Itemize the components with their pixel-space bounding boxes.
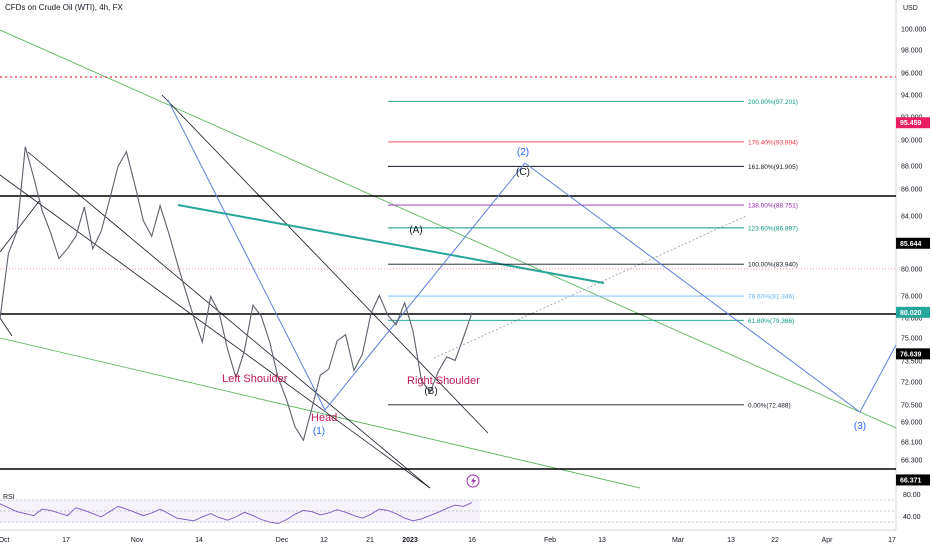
trend-line — [0, 199, 41, 253]
currency-label: USD — [903, 5, 918, 12]
pattern-label: Left Shoulder — [222, 373, 288, 385]
x-tick-label: 22 — [771, 537, 779, 544]
price-tag-label: 85.644 — [900, 241, 922, 248]
wave-label: (3) — [854, 421, 866, 432]
price-tag-bg — [896, 474, 930, 486]
fib-level-label: 123.60%(86.897) — [748, 225, 798, 232]
y-tick-label: 96.000 — [901, 71, 923, 78]
x-tick-label: 13 — [598, 537, 606, 544]
fib-level-label: 161.80%(91.905) — [748, 164, 798, 171]
rsi-line — [0, 502, 473, 524]
y-tick-label: 80.000 — [901, 267, 923, 274]
price-tag-bg — [896, 237, 930, 249]
y-tick-label: 94.000 — [901, 93, 923, 100]
price-tag-label: 95.459 — [900, 120, 922, 127]
y-tick-label: 76.000 — [901, 316, 923, 323]
price-tag-label: 76.639 — [900, 351, 922, 358]
y-tick-label: 84.000 — [901, 214, 923, 221]
fib-level-label: 138.00%(88.751) — [748, 203, 798, 210]
x-tick-label: Dec — [276, 537, 289, 544]
fib-level-label: 0.00%(72.488) — [748, 402, 791, 409]
price-tag-label: 66.371 — [900, 477, 922, 484]
trend-line — [27, 151, 431, 489]
x-tick-label: Apr — [822, 537, 834, 544]
y-tick-label: 66.300 — [901, 458, 923, 465]
x-tick-label: 21 — [366, 537, 374, 544]
price-tag-bg — [896, 306, 930, 318]
y-tick-label: 78.000 — [901, 294, 923, 301]
wave-projection-path — [167, 99, 897, 413]
fib-level-label: 61.80%(79.366) — [748, 318, 794, 325]
price-tag-bg — [896, 348, 930, 360]
wave-label: (B) — [424, 386, 437, 397]
x-tick-label: Mar — [672, 537, 685, 544]
fib-level-label: 200.00%(97.201) — [748, 99, 798, 106]
fib-level-label: 100.00%(83.940) — [748, 262, 798, 269]
trend-line — [161, 94, 489, 434]
y-tick-label: 98.000 — [901, 48, 923, 55]
trend-line — [177, 204, 605, 284]
pattern-label: Right Shoulder — [407, 375, 480, 387]
x-tick-label: Oct — [0, 537, 9, 544]
trend-line — [0, 337, 641, 489]
lightning-icon-bolt — [471, 476, 476, 486]
y-tick-label: 73.500 — [901, 359, 923, 366]
trend-line — [0, 174, 431, 489]
wave-label: (1) — [313, 426, 325, 437]
rsi-tick-label: 80.00 — [903, 492, 921, 499]
fib-level-label: 78.60%(81.346) — [748, 294, 794, 301]
y-tick-label: 72.000 — [901, 380, 923, 387]
y-tick-label: 100.000 — [901, 27, 926, 34]
x-tick-label: 17 — [62, 537, 70, 544]
x-tick-label: 17 — [888, 537, 896, 544]
price-tag-label: 80.020 — [900, 310, 922, 317]
y-tick-label: 90.000 — [901, 138, 923, 145]
x-tick-label: Nov — [131, 537, 144, 544]
x-tick-label: 2023 — [402, 537, 418, 544]
price-line — [0, 146, 473, 442]
x-tick-label: 12 — [320, 537, 328, 544]
y-tick-label: 69.000 — [901, 420, 923, 427]
x-tick-label: 16 — [468, 537, 476, 544]
pattern-label: Head — [311, 412, 337, 424]
trend-line — [0, 317, 13, 337]
lightning-icon — [466, 474, 480, 488]
y-tick-label: 88.000 — [901, 164, 923, 171]
trend-line — [0, 29, 897, 429]
x-tick-label: 13 — [727, 537, 735, 544]
y-tick-label: 68.100 — [901, 440, 923, 447]
wave-label: (C) — [516, 167, 530, 178]
x-tick-label: 14 — [195, 537, 203, 544]
wave-label: (A) — [409, 225, 422, 236]
rsi-label: RSI — [3, 494, 15, 501]
fib-level-label: 176.40%(93.894) — [748, 139, 798, 146]
y-tick-label: 70.500 — [901, 403, 923, 410]
y-tick-label: 75.000 — [901, 336, 923, 343]
rsi-tick-label: 40.00 — [903, 514, 921, 521]
price-tag-bg — [896, 117, 930, 129]
y-tick-label: 86.000 — [901, 187, 923, 194]
trend-line — [433, 215, 747, 359]
wave-label: (2) — [517, 147, 529, 158]
x-tick-label: Feb — [544, 537, 556, 544]
chart-title: CFDs on Crude Oil (WTI), 4h, FX — [5, 3, 123, 12]
